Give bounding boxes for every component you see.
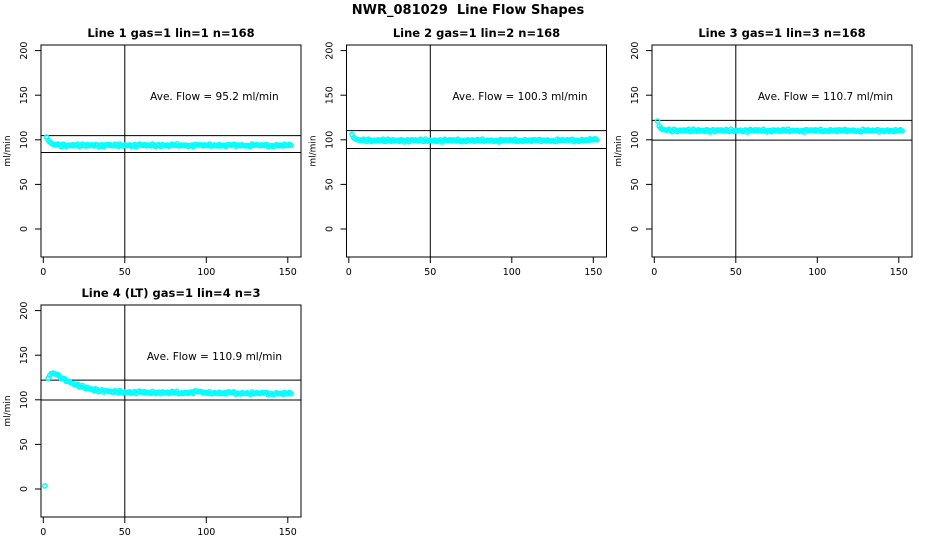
y-tick-label: 50 xyxy=(19,438,30,450)
y-tick-label: 150 xyxy=(630,86,641,104)
x-tick-label: 50 xyxy=(424,267,436,278)
x-tick-label: 100 xyxy=(197,527,215,538)
panel-title: Line 2 gas=1 lin=2 n=168 xyxy=(393,26,560,40)
plot-box xyxy=(40,44,302,258)
y-tick-label: 200 xyxy=(325,42,336,60)
data-point xyxy=(42,483,48,489)
data-point xyxy=(593,136,600,143)
y-tick-label: 150 xyxy=(325,86,336,104)
panel-line-3: 0 50 100 150 0 50 100 150 200 ml/min Line 3 gas=1 … xyxy=(614,26,913,278)
x-tick-label: 50 xyxy=(730,267,742,278)
y-tick-label: 50 xyxy=(630,178,641,190)
y-tick-label: 100 xyxy=(19,131,30,149)
x-tick-label: 0 xyxy=(40,267,46,278)
data-point xyxy=(288,390,294,397)
y-tick-label: 100 xyxy=(630,131,641,149)
y-tick-label: 150 xyxy=(19,346,30,364)
y-tick-label: 0 xyxy=(19,226,30,232)
x-tick-label: 100 xyxy=(503,267,521,278)
y-axis-label: ml/min xyxy=(309,135,319,166)
panel-title: Line 4 (LT) gas=1 lin=4 n=3 xyxy=(81,286,260,300)
x-tick-label: 50 xyxy=(119,267,131,278)
data-point xyxy=(654,118,661,124)
y-axis-label: ml/min xyxy=(614,135,624,166)
y-tick-label: 200 xyxy=(630,42,641,60)
x-tick-label: 150 xyxy=(279,527,297,538)
ave-flow-annotation: Ave. Flow = 110.9 ml/min xyxy=(147,351,282,363)
x-tick-label: 0 xyxy=(346,267,352,278)
x-tick-label: 50 xyxy=(119,527,131,538)
plot-box xyxy=(651,44,913,258)
x-tick-label: 150 xyxy=(890,267,908,278)
y-tick-label: 50 xyxy=(325,178,336,190)
y-tick-label: 0 xyxy=(19,486,30,492)
x-tick-label: 150 xyxy=(279,267,297,278)
y-axis-label: ml/min xyxy=(3,135,13,166)
plot-box xyxy=(40,304,302,518)
y-tick-label: 0 xyxy=(630,226,641,232)
y-tick-label: 100 xyxy=(19,391,30,409)
panel-line-2: 0 50 100 150 0 50 100 150 200 ml/min Line 2 gas=1 … xyxy=(309,26,607,278)
x-tick-label: 100 xyxy=(808,267,826,278)
plot-box xyxy=(346,44,607,258)
data-point xyxy=(899,127,905,134)
ave-flow-annotation: Ave. Flow = 110.7 ml/min xyxy=(758,91,893,103)
figure-title: NWR_081029 Line Flow Shapes xyxy=(351,3,585,18)
y-tick-label: 200 xyxy=(19,302,30,320)
panel-line-1: 0 50 100 150 0 50 100 150 200 ml/min Line 1 gas=1 … xyxy=(3,26,302,278)
x-tick-label: 100 xyxy=(197,267,215,278)
y-axis-label: ml/min xyxy=(3,395,13,426)
ave-flow-annotation: Ave. Flow = 95.2 ml/min xyxy=(150,91,279,103)
y-tick-label: 150 xyxy=(19,86,30,104)
data-point xyxy=(288,142,294,149)
x-tick-label: 150 xyxy=(584,267,602,278)
panel-title: Line 1 gas=1 lin=1 n=168 xyxy=(87,26,254,40)
x-tick-label: 0 xyxy=(651,267,657,278)
y-tick-label: 0 xyxy=(325,226,336,232)
ave-flow-annotation: Ave. Flow = 100.3 ml/min xyxy=(452,91,587,103)
y-tick-label: 200 xyxy=(19,42,30,60)
panel-line-4: 0 50 100 150 0 50 100 150 200 ml/min Line 4 (LT) g… xyxy=(3,286,302,538)
y-tick-label: 100 xyxy=(325,131,336,149)
y-tick-label: 50 xyxy=(19,178,30,190)
x-tick-label: 0 xyxy=(40,527,46,538)
panel-title: Line 3 gas=1 lin=3 n=168 xyxy=(698,26,865,40)
